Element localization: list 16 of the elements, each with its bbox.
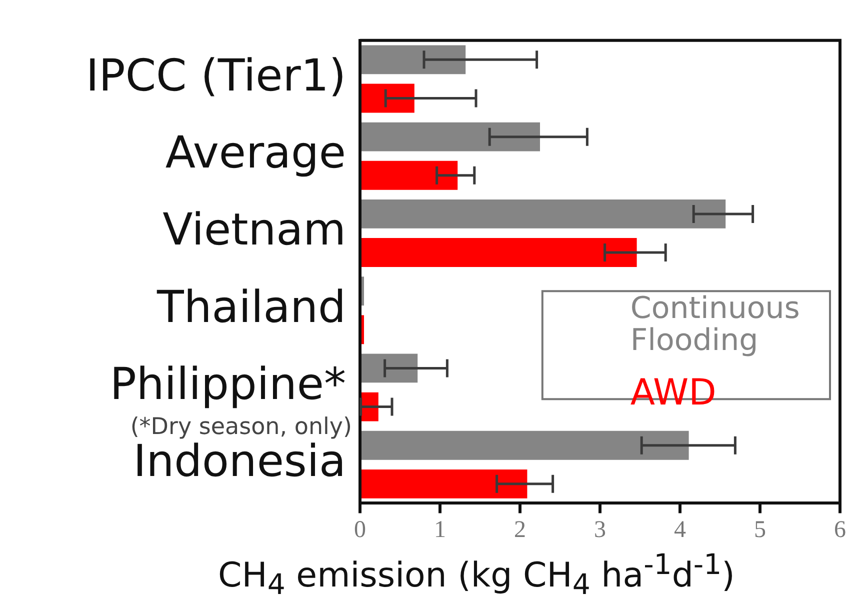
y-tick-label: IPCC (Tier1) — [86, 50, 346, 102]
y-tick-label: Thailand — [156, 282, 346, 333]
x-tick-label: 1 — [434, 516, 446, 543]
y-tick-label: Vietnam — [162, 204, 346, 256]
text: CH$_{4}$ emission (kg CH$_{4}$ ha$^{-1}$d$^{-1}$) — [218, 548, 735, 602]
text: Continuous Flooding — [630, 290, 800, 358]
y-tick-label: Average — [165, 128, 346, 179]
x-tick-label: 2 — [514, 516, 526, 543]
x-tick-label: 3 — [594, 516, 606, 543]
text: (*Dry season, only) — [130, 414, 352, 440]
x-tick-label: 4 — [674, 516, 686, 543]
x-tick-label: 6 — [834, 516, 846, 543]
text: AWD — [630, 372, 716, 414]
x-tick-label: 0 — [354, 516, 366, 543]
y-tick-label: Philippine* — [110, 358, 346, 410]
x-tick-label: 5 — [754, 516, 766, 543]
